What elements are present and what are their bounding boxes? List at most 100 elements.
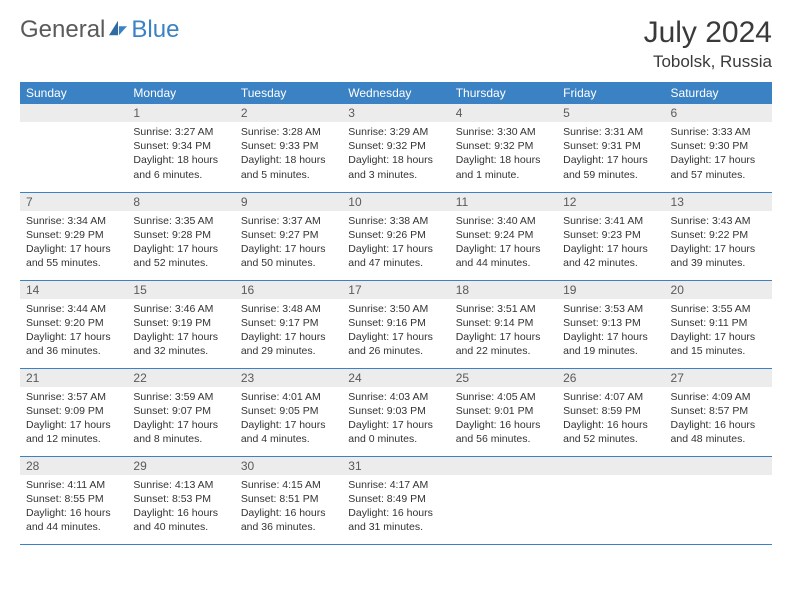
calendar-week-row: 28Sunrise: 4:11 AM Sunset: 8:55 PM Dayli… [20,456,772,544]
calendar-cell: 25Sunrise: 4:05 AM Sunset: 9:01 PM Dayli… [450,368,557,456]
day-number: 30 [235,457,342,475]
day-number: 1 [127,104,234,122]
calendar-cell: 22Sunrise: 3:59 AM Sunset: 9:07 PM Dayli… [127,368,234,456]
calendar-cell: 10Sunrise: 3:38 AM Sunset: 9:26 PM Dayli… [342,192,449,280]
day-details: Sunrise: 3:28 AM Sunset: 9:33 PM Dayligh… [235,122,342,188]
day-details: Sunrise: 3:44 AM Sunset: 9:20 PM Dayligh… [20,299,127,365]
day-details: Sunrise: 4:17 AM Sunset: 8:49 PM Dayligh… [342,475,449,541]
brand-logo: General Blue [20,16,179,44]
day-details: Sunrise: 3:48 AM Sunset: 9:17 PM Dayligh… [235,299,342,365]
day-header: Tuesday [235,82,342,104]
calendar-cell: 13Sunrise: 3:43 AM Sunset: 9:22 PM Dayli… [665,192,772,280]
brand-sail-icon [107,19,129,37]
calendar-cell: 31Sunrise: 4:17 AM Sunset: 8:49 PM Dayli… [342,456,449,544]
day-details: Sunrise: 3:30 AM Sunset: 9:32 PM Dayligh… [450,122,557,188]
calendar-cell: 2Sunrise: 3:28 AM Sunset: 9:33 PM Daylig… [235,104,342,192]
day-header: Saturday [665,82,772,104]
calendar-cell: 21Sunrise: 3:57 AM Sunset: 9:09 PM Dayli… [20,368,127,456]
day-details: Sunrise: 4:05 AM Sunset: 9:01 PM Dayligh… [450,387,557,453]
day-number: 13 [665,193,772,211]
calendar-week-row: 1Sunrise: 3:27 AM Sunset: 9:34 PM Daylig… [20,104,772,192]
calendar-week-row: 21Sunrise: 3:57 AM Sunset: 9:09 PM Dayli… [20,368,772,456]
calendar-header-row: SundayMondayTuesdayWednesdayThursdayFrid… [20,82,772,104]
calendar-cell: 6Sunrise: 3:33 AM Sunset: 9:30 PM Daylig… [665,104,772,192]
day-number: 31 [342,457,449,475]
day-details: Sunrise: 3:55 AM Sunset: 9:11 PM Dayligh… [665,299,772,365]
location: Tobolsk, Russia [644,52,772,72]
day-number [450,457,557,475]
day-details: Sunrise: 3:46 AM Sunset: 9:19 PM Dayligh… [127,299,234,365]
day-number: 4 [450,104,557,122]
calendar-body: 1Sunrise: 3:27 AM Sunset: 9:34 PM Daylig… [20,104,772,544]
calendar-cell: 5Sunrise: 3:31 AM Sunset: 9:31 PM Daylig… [557,104,664,192]
day-number: 14 [20,281,127,299]
day-details: Sunrise: 3:35 AM Sunset: 9:28 PM Dayligh… [127,211,234,277]
calendar-table: SundayMondayTuesdayWednesdayThursdayFrid… [20,82,772,545]
day-number: 25 [450,369,557,387]
calendar-cell: 3Sunrise: 3:29 AM Sunset: 9:32 PM Daylig… [342,104,449,192]
calendar-cell: 16Sunrise: 3:48 AM Sunset: 9:17 PM Dayli… [235,280,342,368]
day-details: Sunrise: 3:59 AM Sunset: 9:07 PM Dayligh… [127,387,234,453]
day-details: Sunrise: 4:13 AM Sunset: 8:53 PM Dayligh… [127,475,234,541]
day-details: Sunrise: 4:15 AM Sunset: 8:51 PM Dayligh… [235,475,342,541]
day-details: Sunrise: 3:31 AM Sunset: 9:31 PM Dayligh… [557,122,664,188]
calendar-cell [557,456,664,544]
day-details: Sunrise: 3:43 AM Sunset: 9:22 PM Dayligh… [665,211,772,277]
day-number: 11 [450,193,557,211]
calendar-cell: 18Sunrise: 3:51 AM Sunset: 9:14 PM Dayli… [450,280,557,368]
day-details: Sunrise: 3:33 AM Sunset: 9:30 PM Dayligh… [665,122,772,188]
day-details: Sunrise: 4:11 AM Sunset: 8:55 PM Dayligh… [20,475,127,541]
day-details: Sunrise: 3:27 AM Sunset: 9:34 PM Dayligh… [127,122,234,188]
calendar-cell: 27Sunrise: 4:09 AM Sunset: 8:57 PM Dayli… [665,368,772,456]
day-number [665,457,772,475]
calendar-cell [20,104,127,192]
day-details: Sunrise: 4:07 AM Sunset: 8:59 PM Dayligh… [557,387,664,453]
day-number: 2 [235,104,342,122]
day-details: Sunrise: 4:01 AM Sunset: 9:05 PM Dayligh… [235,387,342,453]
title-block: July 2024 Tobolsk, Russia [644,16,772,72]
day-number: 15 [127,281,234,299]
day-number: 3 [342,104,449,122]
day-details: Sunrise: 3:51 AM Sunset: 9:14 PM Dayligh… [450,299,557,365]
calendar-cell: 14Sunrise: 3:44 AM Sunset: 9:20 PM Dayli… [20,280,127,368]
day-number: 26 [557,369,664,387]
day-details: Sunrise: 3:38 AM Sunset: 9:26 PM Dayligh… [342,211,449,277]
day-details: Sunrise: 3:41 AM Sunset: 9:23 PM Dayligh… [557,211,664,277]
day-header: Thursday [450,82,557,104]
day-number: 27 [665,369,772,387]
day-header: Sunday [20,82,127,104]
calendar-week-row: 7Sunrise: 3:34 AM Sunset: 9:29 PM Daylig… [20,192,772,280]
day-number: 9 [235,193,342,211]
calendar-cell: 4Sunrise: 3:30 AM Sunset: 9:32 PM Daylig… [450,104,557,192]
day-details: Sunrise: 4:09 AM Sunset: 8:57 PM Dayligh… [665,387,772,453]
calendar-cell: 15Sunrise: 3:46 AM Sunset: 9:19 PM Dayli… [127,280,234,368]
day-number: 28 [20,457,127,475]
day-number: 19 [557,281,664,299]
day-header: Monday [127,82,234,104]
day-number: 29 [127,457,234,475]
day-details: Sunrise: 3:57 AM Sunset: 9:09 PM Dayligh… [20,387,127,453]
day-number: 24 [342,369,449,387]
calendar-cell: 7Sunrise: 3:34 AM Sunset: 9:29 PM Daylig… [20,192,127,280]
calendar-cell: 11Sunrise: 3:40 AM Sunset: 9:24 PM Dayli… [450,192,557,280]
calendar-cell [665,456,772,544]
day-header: Wednesday [342,82,449,104]
calendar-cell: 9Sunrise: 3:37 AM Sunset: 9:27 PM Daylig… [235,192,342,280]
day-number: 21 [20,369,127,387]
header: General Blue July 2024 Tobolsk, Russia [20,16,772,72]
calendar-cell: 23Sunrise: 4:01 AM Sunset: 9:05 PM Dayli… [235,368,342,456]
day-number: 22 [127,369,234,387]
day-details: Sunrise: 3:40 AM Sunset: 9:24 PM Dayligh… [450,211,557,277]
day-number: 23 [235,369,342,387]
calendar-week-row: 14Sunrise: 3:44 AM Sunset: 9:20 PM Dayli… [20,280,772,368]
brand-part2: Blue [131,16,179,44]
day-number: 12 [557,193,664,211]
day-details: Sunrise: 4:03 AM Sunset: 9:03 PM Dayligh… [342,387,449,453]
calendar-cell: 26Sunrise: 4:07 AM Sunset: 8:59 PM Dayli… [557,368,664,456]
day-details: Sunrise: 3:34 AM Sunset: 9:29 PM Dayligh… [20,211,127,277]
day-number: 16 [235,281,342,299]
day-number: 18 [450,281,557,299]
day-header: Friday [557,82,664,104]
day-number: 5 [557,104,664,122]
day-number [20,104,127,122]
